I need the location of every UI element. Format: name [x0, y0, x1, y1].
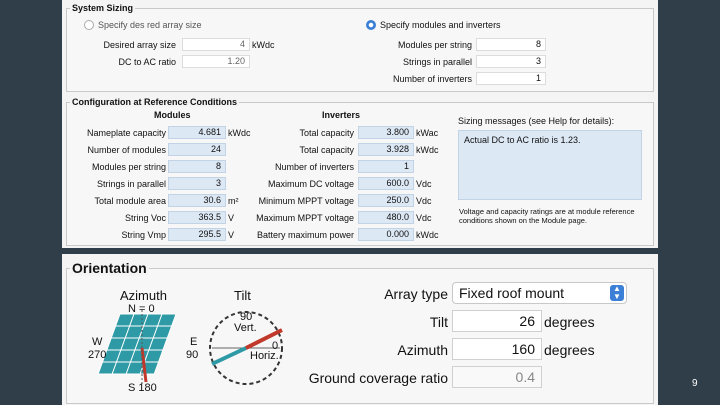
num-inverters-field[interactable]: 1 [476, 72, 546, 85]
tilt-label: Tilt [429, 314, 448, 330]
tilt-dial-circle [209, 311, 283, 385]
inverter-row-unit: kWdc [416, 230, 439, 240]
module-row-value: 8 [168, 160, 226, 173]
option-desired-size-label: Specify des red array size [98, 20, 202, 30]
radio-modules-inverters[interactable] [366, 20, 376, 30]
inverter-row-value: 480.0 [358, 211, 414, 224]
dc-ac-ratio-label: DC to AC ratio [118, 57, 176, 67]
slide-number: 9 [692, 378, 698, 389]
inverter-row-unit: Vdc [416, 196, 432, 206]
num-inverters-label: Number of inverters [392, 74, 472, 84]
dc-ac-ratio-field[interactable]: 1.20 [182, 55, 250, 68]
system-sizing-title: System Sizing [70, 3, 136, 13]
azimuth-diagram [97, 310, 177, 384]
inverter-row-unit: kWac [416, 128, 439, 138]
array-type-value: Fixed roof mount [459, 285, 565, 301]
strings-parallel-field[interactable]: 3 [476, 55, 546, 68]
top-panel: System Sizing Specify des red array size… [62, 0, 658, 248]
inverter-row-value: 3.800 [358, 126, 414, 139]
chevron-updown-icon: ▲ ▼ [610, 285, 624, 301]
module-row-value: 4.681 [168, 126, 226, 139]
tilt-diagram-title: Tilt [234, 288, 251, 303]
module-row-label: Nameplate capacity [86, 128, 166, 138]
solar-panel-array-icon [97, 313, 177, 375]
module-row-label: String Voc [124, 213, 166, 223]
compass-west-deg: 270 [88, 349, 107, 361]
tilt-horiz-deg: 0 [272, 340, 279, 352]
inverter-row-label: Maximum MPPT voltage [256, 213, 354, 223]
desired-array-size-field[interactable]: 4 [182, 38, 250, 51]
compass-east-deg: 90 [186, 349, 199, 361]
module-row-label: Total module area [94, 196, 166, 206]
inverter-row-label: Minimum MPPT voltage [258, 196, 354, 206]
module-row-value: 363.5 [168, 211, 226, 224]
modules-per-string-field[interactable]: 8 [476, 38, 546, 51]
tilt-unit: degrees [544, 314, 595, 330]
module-row-label: Modules per string [91, 162, 166, 172]
orientation-panel: Orientation Azimuth Tilt N = 0 W 270 E 9… [62, 254, 658, 405]
tilt-panel-line [211, 346, 247, 366]
module-row-value: 24 [168, 143, 226, 156]
tilt-horiz-label: Horiz. [250, 350, 279, 362]
module-row-value: 3 [168, 177, 226, 190]
modules-per-string-label: Modules per string [397, 40, 472, 50]
inverter-row-unit: Vdc [416, 179, 432, 189]
azimuth-label: Azimuth [397, 342, 448, 358]
azimuth-field[interactable]: 160 [452, 338, 542, 360]
tilt-field[interactable]: 26 [452, 310, 542, 332]
compass-south-label: S 180 [128, 382, 157, 394]
modules-header: Modules [154, 110, 191, 120]
compass-east-label: E [190, 336, 198, 348]
compass-north-label: N = 0 [128, 303, 155, 315]
module-row-unit: m² [228, 196, 239, 206]
azimuth-diagram-title: Azimuth [120, 288, 167, 303]
config-title: Configuration at Reference Conditions [70, 97, 240, 107]
tilt-vert-label: Vert. [234, 322, 257, 334]
system-sizing-group [66, 8, 654, 92]
module-row-unit: V [228, 213, 235, 223]
inverter-row-label: Total capacity [299, 128, 354, 138]
gcr-label: Ground coverage ratio [308, 370, 448, 386]
module-row-value: 30.6 [168, 194, 226, 207]
array-type-label: Array type [384, 286, 448, 302]
sizing-messages-box: Actual DC to AC ratio is 1.23. [458, 130, 642, 200]
inverter-row-value: 3.928 [358, 143, 414, 156]
desired-array-size-label: Desired array size [103, 40, 176, 50]
module-row-label: String Vmp [121, 230, 166, 240]
sizing-messages-title: Sizing messages (see Help for details): [458, 116, 615, 126]
sizing-message-text: Actual DC to AC ratio is 1.23. [464, 135, 581, 145]
azimuth-needle [140, 347, 148, 383]
radio-desired-size[interactable] [84, 20, 94, 30]
tilt-vert-deg: 90 [240, 311, 253, 323]
module-row-label: Number of modules [87, 145, 166, 155]
azimuth-unit: degrees [544, 342, 595, 358]
module-row-unit: kWdc [228, 128, 251, 138]
inverters-header: Inverters [322, 110, 361, 120]
gcr-field[interactable]: 0.4 [452, 366, 542, 388]
compass-west-label: W [92, 336, 103, 348]
module-row-value: 295.5 [168, 228, 226, 241]
inverter-row-label: Battery maximum power [256, 230, 354, 240]
desired-array-size-unit: kWdc [252, 40, 275, 50]
inverter-row-value: 1 [358, 160, 414, 173]
tilt-needle [245, 328, 283, 350]
tilt-diagram [209, 311, 283, 385]
inverter-row-label: Total capacity [299, 145, 354, 155]
option-modules-label: Specify modules and inverters [380, 20, 501, 30]
inverter-row-value: 600.0 [358, 177, 414, 190]
strings-parallel-label: Strings in parallel [402, 57, 472, 67]
inverter-row-label: Maximum DC voltage [267, 179, 354, 189]
orientation-title: Orientation [70, 260, 149, 276]
array-type-select[interactable]: Fixed roof mount ▲ ▼ [452, 282, 627, 304]
ratings-note: Voltage and capacity ratings are at modu… [459, 207, 635, 225]
inverter-row-value: 0.000 [358, 228, 414, 241]
module-row-unit: V [228, 230, 235, 240]
module-row-label: Strings in parallel [96, 179, 166, 189]
inverter-row-unit: Vdc [416, 213, 432, 223]
inverter-row-label: Number of inverters [274, 162, 354, 172]
inverter-row-value: 250.0 [358, 194, 414, 207]
inverter-row-unit: kWdc [416, 145, 439, 155]
